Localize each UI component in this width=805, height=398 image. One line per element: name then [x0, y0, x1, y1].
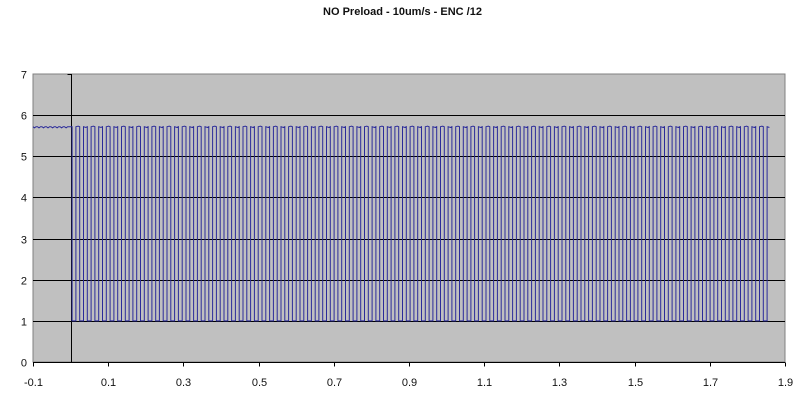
- series-line-0: [32, 125, 770, 322]
- y-tick-label-4: 4: [21, 193, 27, 205]
- x-tick-label-1.1: 1.1: [477, 377, 492, 389]
- x-tick-label-0.9: 0.9: [402, 377, 417, 389]
- x-tick-label-0.7: 0.7: [327, 377, 342, 389]
- x-tick-label-0.1: 0.1: [101, 377, 116, 389]
- chart-title: NO Preload - 10um/s - ENC /12: [323, 6, 482, 18]
- x-tick-label-1.9: 1.9: [778, 377, 793, 389]
- x-tick-label-1.7: 1.7: [703, 377, 718, 389]
- plot-area: [32, 73, 786, 363]
- y-tick-label-7: 7: [21, 70, 27, 82]
- y-tick-label-3: 3: [21, 235, 27, 247]
- x-tick-label-1.3: 1.3: [552, 377, 567, 389]
- x-tick-label-1.5: 1.5: [628, 377, 643, 389]
- y-tick-label-5: 5: [21, 152, 27, 164]
- x-tick-label-0.5: 0.5: [252, 377, 267, 389]
- y-tick-label-6: 6: [21, 111, 27, 123]
- x-tick-label-0.3: 0.3: [176, 377, 191, 389]
- y-tick-label-1: 1: [21, 317, 27, 329]
- x-tick-label--0.1: -0.1: [24, 377, 43, 389]
- y-tick-label-2: 2: [21, 276, 27, 288]
- y-tick-label-0: 0: [21, 358, 27, 370]
